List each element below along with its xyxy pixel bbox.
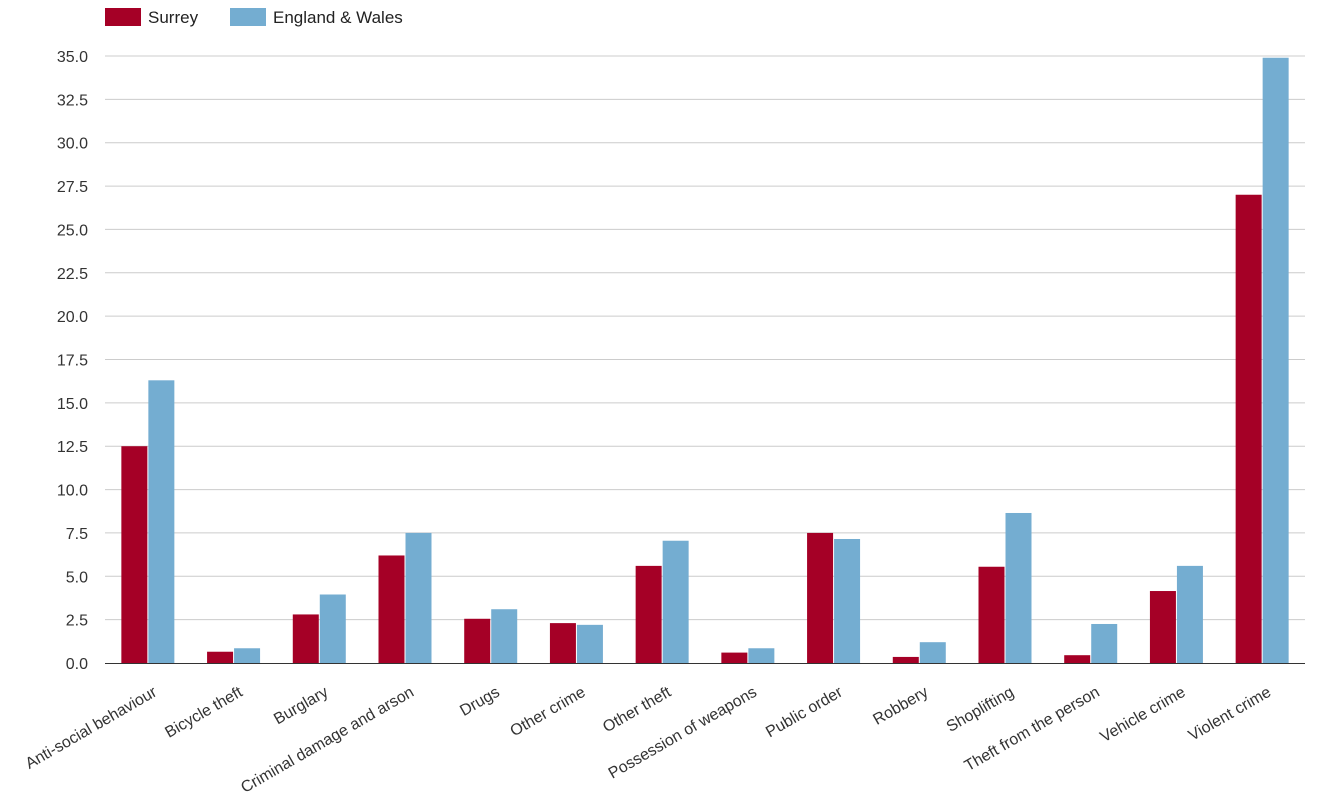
- bar-surrey-theft-from-the-person: [1064, 655, 1091, 663]
- x-tick-label-criminal-damage-and-arson: Criminal damage and arson: [238, 684, 417, 797]
- bar-england-wales-violent-crime: [1262, 57, 1289, 663]
- y-tick-label: 17.5: [57, 353, 88, 370]
- x-tick-label-violent-crime: Violent crime: [1186, 684, 1274, 745]
- legend: Surrey England & Wales: [105, 8, 403, 27]
- bar-surrey-violent-crime: [1235, 194, 1262, 663]
- bar-surrey-drugs: [464, 618, 491, 663]
- y-tick-label: 2.5: [66, 613, 88, 630]
- legend-swatch-england-wales: [230, 8, 266, 26]
- bar-surrey-robbery: [892, 656, 919, 663]
- bar-england-wales-shoplifting: [1005, 512, 1032, 663]
- y-tick-label: 27.5: [57, 179, 88, 196]
- y-tick-label: 35.0: [57, 49, 88, 66]
- bar-surrey-shoplifting: [978, 566, 1005, 663]
- x-tick-label-possession-of-weapons: Possession of weapons: [606, 684, 760, 783]
- bar-england-wales-vehicle-crime: [1176, 565, 1203, 663]
- bars: [121, 57, 1289, 663]
- bar-england-wales-possession-of-weapons: [748, 648, 775, 663]
- bar-england-wales-bicycle-theft: [234, 648, 261, 663]
- y-tick-label: 32.5: [57, 92, 88, 109]
- x-tick-label-other-theft: Other theft: [600, 683, 674, 736]
- x-tick-label-drugs: Drugs: [457, 684, 502, 720]
- legend-label-england-wales: England & Wales: [273, 8, 403, 27]
- y-tick-label: 5.0: [66, 569, 88, 586]
- x-tick-label-anti-social-behaviour: Anti-social behaviour: [23, 683, 161, 772]
- y-tick-label: 22.5: [57, 266, 88, 283]
- bar-england-wales-criminal-damage-and-arson: [405, 532, 432, 663]
- y-tick-label: 0.0: [66, 656, 88, 673]
- y-tick-label: 7.5: [66, 526, 88, 543]
- x-tick-label-vehicle-crime: Vehicle crime: [1098, 684, 1189, 746]
- bar-surrey-possession-of-weapons: [721, 652, 748, 663]
- y-tick-label: 12.5: [57, 439, 88, 456]
- bar-england-wales-drugs: [491, 609, 518, 663]
- bar-england-wales-other-theft: [662, 540, 689, 663]
- bar-england-wales-other-crime: [576, 624, 603, 663]
- bar-surrey-bicycle-theft: [207, 651, 234, 663]
- y-tick-label: 25.0: [57, 222, 88, 239]
- bar-england-wales-theft-from-the-person: [1091, 623, 1118, 663]
- bar-surrey-other-crime: [549, 623, 576, 663]
- x-tick-label-bicycle-theft: Bicycle theft: [162, 683, 246, 741]
- legend-label-surrey: Surrey: [148, 8, 199, 27]
- bar-surrey-anti-social-behaviour: [121, 446, 148, 663]
- y-tick-label: 30.0: [57, 136, 88, 153]
- bar-england-wales-burglary: [319, 594, 346, 663]
- y-tick-label: 15.0: [57, 396, 88, 413]
- legend-swatch-surrey: [105, 8, 141, 26]
- bar-england-wales-public-order: [834, 538, 861, 663]
- y-axis: 0.0 2.5 5.0 7.5 10.0 12.5 15.0 17.5 20.0 22.5 25.0…: [57, 49, 88, 673]
- y-tick-label: 10.0: [57, 483, 88, 500]
- bar-surrey-public-order: [807, 532, 834, 663]
- x-axis: Anti-social behaviour Bicycle theft Burgla…: [23, 663, 1305, 797]
- x-tick-label-burglary: Burglary: [271, 684, 331, 729]
- bar-surrey-criminal-damage-and-arson: [378, 555, 405, 663]
- x-tick-label-public-order: Public order: [763, 683, 846, 741]
- bar-england-wales-robbery: [919, 642, 946, 663]
- x-tick-label-robbery: Robbery: [870, 684, 931, 729]
- x-tick-label-shoplifting: Shoplifting: [944, 684, 1017, 736]
- x-tick-label-other-crime: Other crime: [508, 684, 589, 741]
- y-tick-label: 20.0: [57, 309, 88, 326]
- bar-surrey-vehicle-crime: [1149, 591, 1176, 663]
- gridlines: [105, 55, 1305, 621]
- bar-surrey-other-theft: [635, 565, 662, 663]
- bar-england-wales-anti-social-behaviour: [148, 380, 175, 663]
- bar-surrey-burglary: [292, 614, 319, 663]
